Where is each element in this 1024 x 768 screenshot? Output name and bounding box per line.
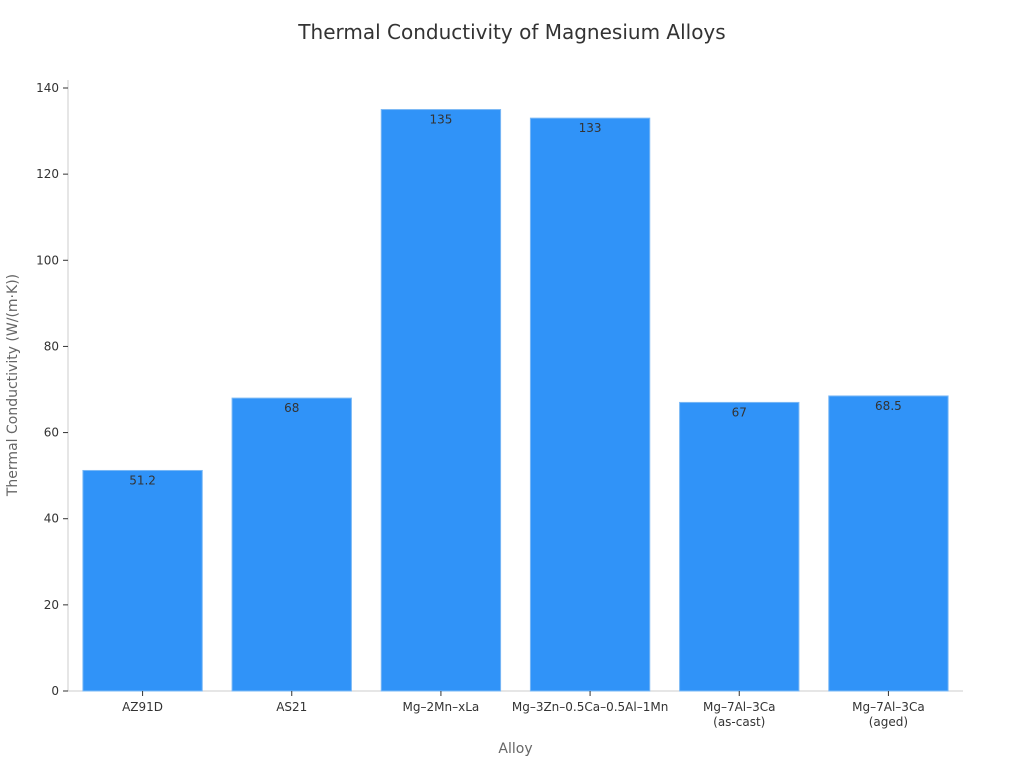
- bar[interactable]: [828, 395, 949, 692]
- y-tick-label: 120: [36, 167, 59, 181]
- x-tick-label: (aged): [869, 715, 908, 729]
- bar-value-label: 135: [429, 113, 452, 127]
- bar[interactable]: [380, 109, 502, 692]
- x-tick-label: AS21: [276, 700, 307, 714]
- y-tick-label: 140: [36, 81, 59, 95]
- bar[interactable]: [82, 469, 203, 692]
- x-tick-label: Mg–2Mn–xLa: [403, 700, 480, 714]
- bar[interactable]: [529, 117, 651, 692]
- y-tick-label: 60: [44, 426, 59, 440]
- bar-value-label: 68.5: [875, 399, 902, 413]
- x-tick-label: (as-cast): [713, 715, 765, 729]
- bar[interactable]: [679, 401, 800, 692]
- bar[interactable]: [231, 397, 352, 692]
- bar-value-label: 68: [284, 401, 299, 415]
- x-axis-label: Alloy: [498, 741, 533, 757]
- x-tick-label: Mg–7Al–3Ca: [852, 700, 925, 714]
- y-tick-label: 0: [51, 684, 59, 698]
- y-tick-label: 20: [44, 598, 59, 612]
- y-tick-label: 40: [44, 512, 59, 526]
- bar-value-label: 67: [732, 405, 747, 419]
- y-tick-label: 100: [36, 253, 59, 267]
- x-tick-label: Mg–3Zn–0.5Ca–0.5Al–1Mn: [512, 700, 668, 714]
- bar-value-label: 51.2: [129, 473, 156, 487]
- x-tick-label: AZ91D: [122, 700, 163, 714]
- bar-value-label: 133: [579, 121, 602, 135]
- chart-title: Thermal Conductivity of Magnesium Alloys: [298, 20, 726, 44]
- y-tick-label: 80: [44, 339, 59, 353]
- x-tick-label: Mg–7Al–3Ca: [703, 700, 776, 714]
